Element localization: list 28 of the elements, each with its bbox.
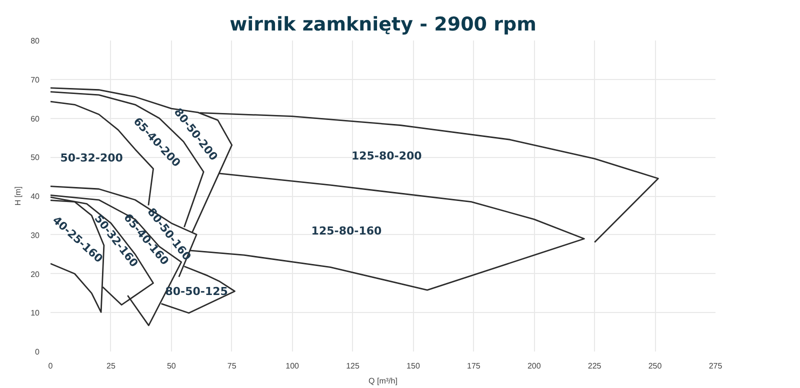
x-tick-label: 175: [467, 362, 481, 370]
y-tick-label: 40: [30, 192, 40, 201]
x-tick-label: 225: [588, 362, 602, 370]
y-tick-label: 60: [30, 114, 40, 124]
y-tick-label: 80: [30, 36, 40, 46]
series-label: 125-80-200: [351, 149, 422, 162]
y-tick-label: 0: [35, 348, 40, 356]
y-tick-label: 20: [30, 270, 40, 279]
y-tick-label: 30: [30, 230, 40, 240]
chart-title: wirnik zamknięty - 2900 rpm: [230, 14, 536, 36]
x-tick-label: 275: [708, 362, 723, 370]
x-tick-label: 75: [227, 362, 237, 370]
y-tick-label: 10: [30, 308, 40, 318]
x-tick-label: 0: [48, 362, 54, 370]
x-tick-label: 150: [406, 362, 420, 370]
x-axis-title: Q [m³/h]: [368, 376, 398, 386]
series-label: 80-50-125: [165, 284, 228, 298]
text: 125-80-160: [311, 224, 382, 238]
y-tick-label: 70: [30, 75, 40, 84]
x-tick-label: 25: [106, 362, 116, 370]
x-tick-label: 200: [527, 362, 542, 370]
x-tick-label: 50: [166, 362, 176, 370]
x-tick-label: 125: [346, 362, 360, 370]
x-tick-label: 250: [648, 362, 662, 370]
series-label: 50-32-200: [60, 152, 124, 165]
x-tick-label: 100: [286, 362, 300, 370]
y-tick-label: 50: [30, 153, 40, 162]
y-axis-title: H [m]: [14, 186, 23, 206]
